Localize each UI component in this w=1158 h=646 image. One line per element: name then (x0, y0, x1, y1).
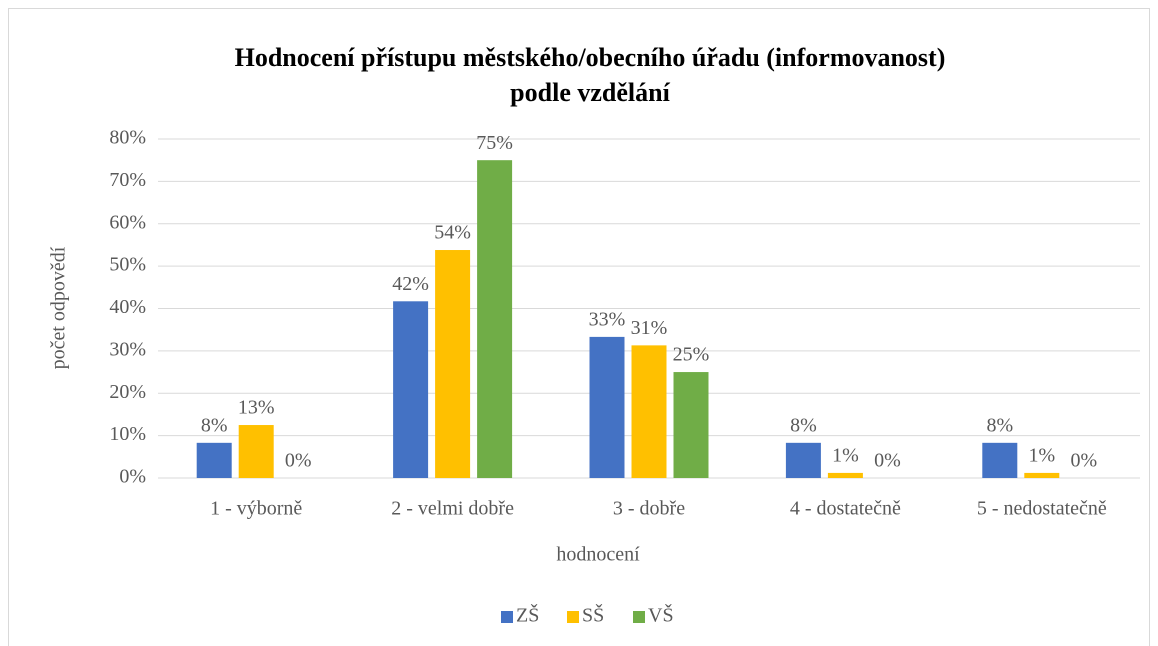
bar (238, 425, 274, 478)
bar (477, 160, 513, 478)
legend-swatch (567, 611, 579, 623)
legend-label: VŠ (648, 603, 674, 627)
x-axis-label: hodnocení (556, 544, 640, 566)
data-label: 1% (1028, 445, 1055, 467)
bar (982, 442, 1018, 478)
y-tick-label: 40% (109, 296, 146, 318)
legend-label: ZŠ (516, 603, 539, 627)
y-tick-label: 30% (109, 338, 146, 360)
x-tick-label: 2 - velmi dobře (391, 498, 514, 520)
y-tick-label: 60% (109, 211, 146, 233)
bar (827, 472, 863, 478)
x-tick-label: 1 - výborně (210, 498, 302, 520)
legend-swatch (633, 611, 645, 623)
y-tick-label: 50% (109, 254, 146, 276)
chart-title: podle vzdělání (510, 78, 670, 107)
data-label: 0% (285, 450, 312, 472)
data-label: 0% (1070, 450, 1097, 472)
bar (435, 250, 471, 478)
x-tick-label: 5 - nedostatečně (977, 498, 1107, 520)
data-label: 25% (673, 344, 710, 366)
y-axis-label: počet odpovědí (48, 246, 70, 369)
bar (393, 301, 429, 478)
bar (196, 442, 232, 478)
chart-title: Hodnocení přístupu městského/obecního úř… (235, 43, 946, 72)
bar (631, 345, 667, 478)
data-label: 31% (631, 317, 668, 339)
chart-frame (8, 8, 1150, 646)
y-tick-label: 0% (119, 466, 146, 488)
legend-swatch (501, 611, 513, 623)
bar (1024, 472, 1060, 478)
bar (673, 372, 709, 478)
bar (785, 442, 821, 478)
data-label: 8% (201, 414, 228, 436)
y-tick-label: 70% (109, 169, 146, 191)
data-label: 13% (238, 397, 275, 419)
bar (589, 336, 625, 478)
data-label: 8% (986, 414, 1013, 436)
data-label: 0% (874, 450, 901, 472)
y-tick-label: 80% (109, 127, 146, 149)
x-tick-label: 3 - dobře (613, 498, 685, 520)
data-label: 54% (434, 222, 471, 244)
legend-label: SŠ (582, 603, 604, 627)
y-tick-label: 10% (109, 423, 146, 445)
data-label: 42% (392, 273, 429, 295)
x-tick-label: 4 - dostatečně (790, 498, 901, 520)
data-label: 33% (589, 308, 626, 330)
data-label: 75% (476, 132, 513, 154)
data-label: 8% (790, 414, 817, 436)
y-tick-label: 20% (109, 381, 146, 403)
data-label: 1% (832, 445, 859, 467)
